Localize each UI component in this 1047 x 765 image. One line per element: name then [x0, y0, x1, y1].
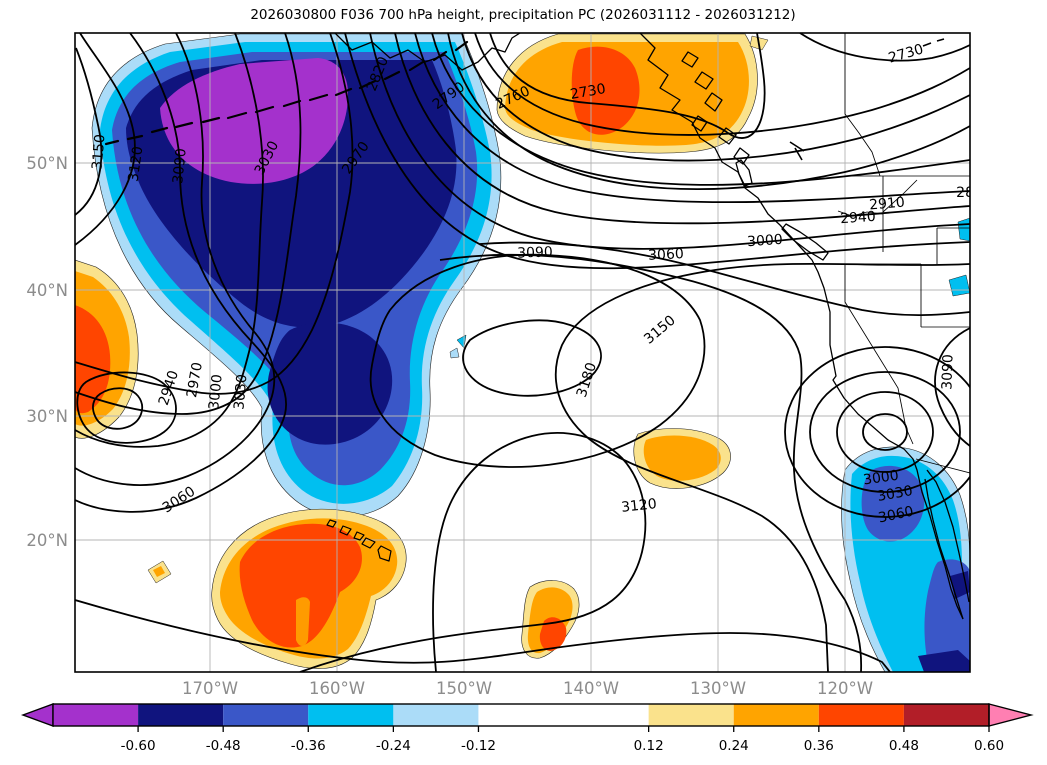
x-axis-tick-label: 120°W — [817, 679, 873, 698]
colorbar-tick-label: -0.60 — [121, 738, 156, 754]
contour-label: 2970 — [184, 361, 206, 399]
x-axis-tick-label: 140°W — [563, 679, 619, 698]
colorbar: -0.60 -0.48 -0.36 -0.24 -0.12 0.12 0.24 0.36 0.4… — [20, 702, 1034, 754]
colorbar-segment — [903, 704, 989, 726]
contour-label: 3120 — [620, 496, 657, 516]
colorbar-segment — [53, 704, 139, 726]
contour-label: 2940 — [156, 369, 182, 408]
x-axis: 170°W 160°W 150°W 140°W 130°W 120°W — [182, 679, 873, 698]
contour-label: 3150 — [89, 134, 108, 171]
contour-label: 3000 — [206, 373, 226, 410]
contour-label: 3000 — [862, 468, 900, 489]
contour-label: 3090 — [517, 244, 553, 261]
colorbar-tick-label: 0.12 — [634, 738, 664, 754]
colorbar-segment — [818, 704, 904, 726]
colorbar-outline — [52, 703, 990, 727]
colorbar-tick-label: 0.48 — [889, 738, 919, 754]
colorbar-tick-label: -0.24 — [376, 738, 411, 754]
contour-label: 3030 — [231, 374, 250, 411]
contour-label: 2730 — [569, 81, 607, 103]
x-axis-tick-label: 130°W — [690, 679, 746, 698]
colorbar-tick-label: 0.36 — [804, 738, 834, 754]
contour-label: 3090 — [170, 147, 190, 184]
plot-frame — [74, 32, 971, 673]
x-axis-tick-label: 160°W — [309, 679, 365, 698]
colorbar-tick-label: 0.60 — [974, 738, 1004, 754]
x-axis-tick-label: 150°W — [436, 679, 492, 698]
contour-label: 2730 — [887, 41, 926, 66]
contour-label: 3060 — [648, 246, 684, 264]
height-contours — [75, 33, 970, 672]
contour-label: 3060 — [160, 484, 199, 517]
contour-label: 3180 — [574, 361, 600, 400]
colorbar-tick-label: -0.36 — [291, 738, 326, 754]
contour-label: 3060 — [877, 503, 915, 526]
contour-label: 3150 — [641, 312, 679, 347]
colorbar-segment — [138, 704, 224, 726]
colorbar-segment — [308, 704, 394, 726]
page-title: 2026030800 F036 700 hPa height, precipit… — [250, 7, 795, 23]
colorbar-segment — [223, 704, 309, 726]
colorbar-segment — [393, 704, 479, 726]
contour-label: 3030 — [876, 483, 914, 505]
colorbar-tick-label: -0.12 — [461, 738, 496, 754]
y-axis-tick-label: 50°N — [26, 154, 68, 173]
contour-label: 2940 — [840, 209, 877, 227]
contour-label: 3000 — [747, 232, 784, 250]
x-axis-tick-label: 170°W — [182, 679, 238, 698]
shaded-anomaly-regions — [75, 33, 970, 672]
colorbar-left-arrow — [20, 702, 54, 728]
graticule — [75, 33, 970, 672]
colorbar-segment — [733, 704, 819, 726]
contour-label: 3120 — [126, 145, 147, 183]
colorbar-tick-label: -0.48 — [206, 738, 241, 754]
contour-label: 3090 — [939, 354, 956, 390]
colorbar-tick-label: 0.24 — [719, 738, 749, 754]
colorbar-segment — [478, 704, 649, 726]
y-axis-tick-label: 40°N — [26, 281, 68, 300]
y-axis-tick-label: 30°N — [26, 407, 68, 426]
contour-label: 2910 — [869, 194, 906, 213]
contour-label: 2880 — [956, 185, 992, 201]
colorbar-segment — [648, 704, 734, 726]
y-axis: 50°N 40°N 30°N 20°N — [26, 154, 68, 550]
colorbar-right-arrow — [988, 703, 1034, 727]
y-axis-tick-label: 20°N — [26, 531, 68, 550]
